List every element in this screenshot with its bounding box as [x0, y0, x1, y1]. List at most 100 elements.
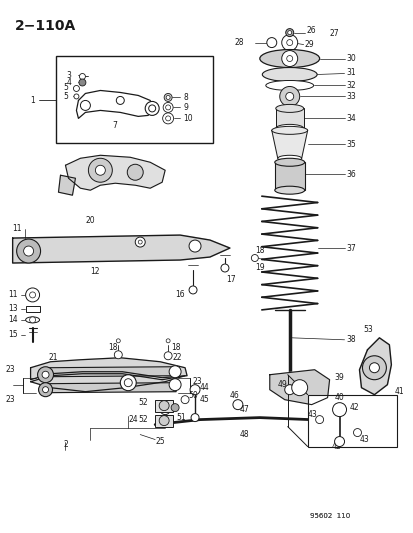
Circle shape — [73, 85, 79, 92]
Circle shape — [24, 246, 33, 256]
Circle shape — [163, 102, 173, 112]
Text: 32: 32 — [346, 81, 355, 90]
Text: 43: 43 — [307, 410, 317, 419]
Text: 18: 18 — [254, 246, 263, 255]
Text: 2−110A: 2−110A — [14, 19, 76, 33]
Text: 52: 52 — [138, 398, 147, 407]
Circle shape — [165, 116, 170, 121]
Circle shape — [286, 55, 292, 61]
Text: 43: 43 — [358, 435, 368, 444]
Circle shape — [189, 286, 197, 294]
Circle shape — [79, 79, 86, 86]
Ellipse shape — [274, 158, 304, 166]
Text: 53: 53 — [363, 325, 373, 334]
Polygon shape — [76, 91, 152, 118]
Circle shape — [190, 414, 199, 422]
Circle shape — [180, 395, 189, 403]
Text: 29: 29 — [304, 40, 313, 49]
Text: 24: 24 — [128, 415, 138, 424]
Text: 18: 18 — [171, 343, 180, 352]
Text: 4: 4 — [66, 78, 71, 87]
Circle shape — [284, 385, 294, 394]
Circle shape — [116, 96, 124, 104]
Polygon shape — [31, 374, 185, 392]
Polygon shape — [358, 338, 390, 394]
Circle shape — [145, 101, 159, 116]
Text: 44: 44 — [199, 383, 209, 392]
Circle shape — [353, 429, 361, 437]
Text: 11: 11 — [13, 224, 22, 232]
Text: 48: 48 — [239, 430, 249, 439]
Text: 95602  110: 95602 110 — [309, 513, 349, 519]
Circle shape — [127, 164, 143, 180]
Text: 14: 14 — [9, 316, 18, 325]
Ellipse shape — [26, 317, 40, 323]
Circle shape — [190, 385, 199, 394]
Circle shape — [171, 403, 179, 411]
Circle shape — [74, 94, 79, 99]
Ellipse shape — [275, 104, 303, 112]
Text: 51: 51 — [176, 413, 185, 422]
Text: 20: 20 — [85, 216, 95, 224]
Circle shape — [38, 383, 52, 397]
Text: 10: 10 — [183, 114, 192, 123]
Circle shape — [281, 51, 297, 67]
Text: 7: 7 — [112, 121, 117, 130]
Circle shape — [164, 352, 172, 360]
Circle shape — [160, 405, 170, 415]
Text: 47: 47 — [239, 405, 249, 414]
Circle shape — [29, 292, 36, 298]
Circle shape — [29, 317, 36, 323]
Text: 35: 35 — [346, 140, 356, 149]
Circle shape — [285, 92, 293, 100]
Circle shape — [291, 379, 307, 395]
Circle shape — [17, 239, 40, 263]
Ellipse shape — [271, 126, 307, 134]
Circle shape — [251, 255, 258, 262]
Circle shape — [169, 366, 180, 378]
Text: 46: 46 — [229, 391, 239, 400]
Text: 12: 12 — [90, 268, 100, 277]
Circle shape — [164, 93, 172, 101]
Text: 19: 19 — [254, 263, 264, 272]
Circle shape — [165, 105, 170, 110]
Text: 5: 5 — [63, 92, 68, 101]
Text: 21: 21 — [48, 353, 58, 362]
Text: 6: 6 — [168, 403, 173, 412]
Polygon shape — [271, 131, 307, 158]
Circle shape — [332, 402, 346, 417]
Text: 28: 28 — [234, 38, 244, 47]
Circle shape — [166, 339, 170, 343]
Text: 11: 11 — [9, 290, 18, 300]
Circle shape — [221, 264, 228, 272]
Polygon shape — [45, 367, 176, 377]
Text: 36: 36 — [346, 169, 356, 179]
Circle shape — [95, 165, 105, 175]
Text: 13: 13 — [9, 304, 18, 313]
Text: 39: 39 — [334, 373, 344, 382]
Text: 33: 33 — [346, 92, 356, 101]
Circle shape — [124, 379, 132, 386]
Ellipse shape — [262, 68, 316, 82]
Circle shape — [266, 38, 276, 47]
Circle shape — [286, 39, 292, 46]
Text: 23: 23 — [192, 377, 201, 386]
Text: 17: 17 — [225, 276, 235, 285]
Text: 2: 2 — [63, 440, 68, 449]
Circle shape — [285, 29, 293, 37]
Circle shape — [26, 288, 40, 302]
Circle shape — [334, 437, 344, 447]
Text: 26: 26 — [306, 26, 316, 35]
Bar — [55, 55, 212, 143]
Bar — [155, 415, 173, 426]
Ellipse shape — [277, 155, 301, 161]
Bar — [275, 108, 303, 128]
Circle shape — [315, 416, 323, 424]
Circle shape — [166, 95, 170, 100]
Text: 23: 23 — [6, 365, 15, 374]
Text: 50: 50 — [188, 391, 197, 400]
Polygon shape — [269, 370, 329, 405]
Text: 42: 42 — [331, 442, 340, 451]
Text: 23: 23 — [6, 395, 15, 404]
Circle shape — [88, 158, 112, 182]
